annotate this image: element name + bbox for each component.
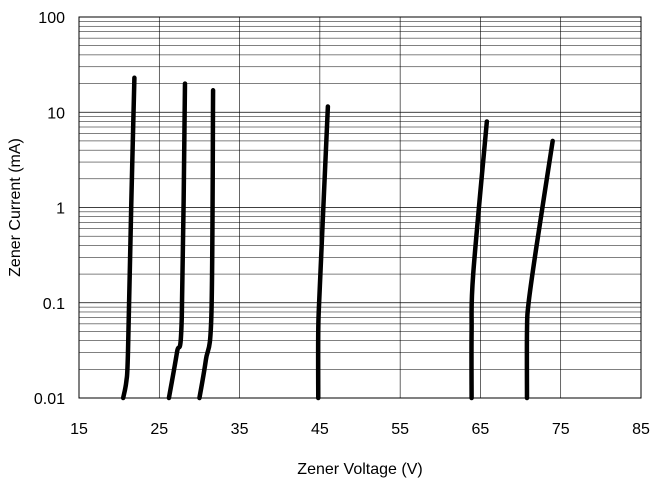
x-tick-label: 65	[472, 421, 490, 438]
y-tick-label: 10	[47, 105, 65, 122]
series-line	[197, 88, 216, 401]
grid-minor-lines	[79, 21, 641, 370]
plot-frame	[78, 16, 642, 399]
x-tick-label: 15	[70, 421, 88, 438]
x-tick-label: 55	[391, 421, 409, 438]
y-tick-labels: 0.01 0.1 1 10 100	[34, 10, 65, 408]
x-tick-label: 75	[552, 421, 570, 438]
series-line	[315, 104, 331, 401]
series-lines	[120, 75, 555, 401]
x-tick-label: 35	[231, 421, 249, 438]
series-line	[524, 138, 555, 401]
y-axis-title: Zener Current (mA)	[7, 138, 24, 277]
y-tick-label: 100	[38, 10, 65, 27]
x-tick-labels: 15 25 35 45 55 65 75 85	[70, 421, 650, 438]
series-line	[469, 119, 490, 401]
x-tick-label: 45	[311, 421, 329, 438]
x-tick-label: 85	[632, 421, 650, 438]
series-line	[166, 81, 188, 401]
y-tick-label: 0.01	[34, 391, 65, 408]
x-axis-title: Zener Voltage (V)	[297, 461, 422, 478]
y-tick-label: 0.1	[43, 296, 65, 313]
x-tick-label: 25	[150, 421, 168, 438]
series-line	[120, 75, 137, 401]
y-tick-label: 1	[56, 201, 65, 218]
